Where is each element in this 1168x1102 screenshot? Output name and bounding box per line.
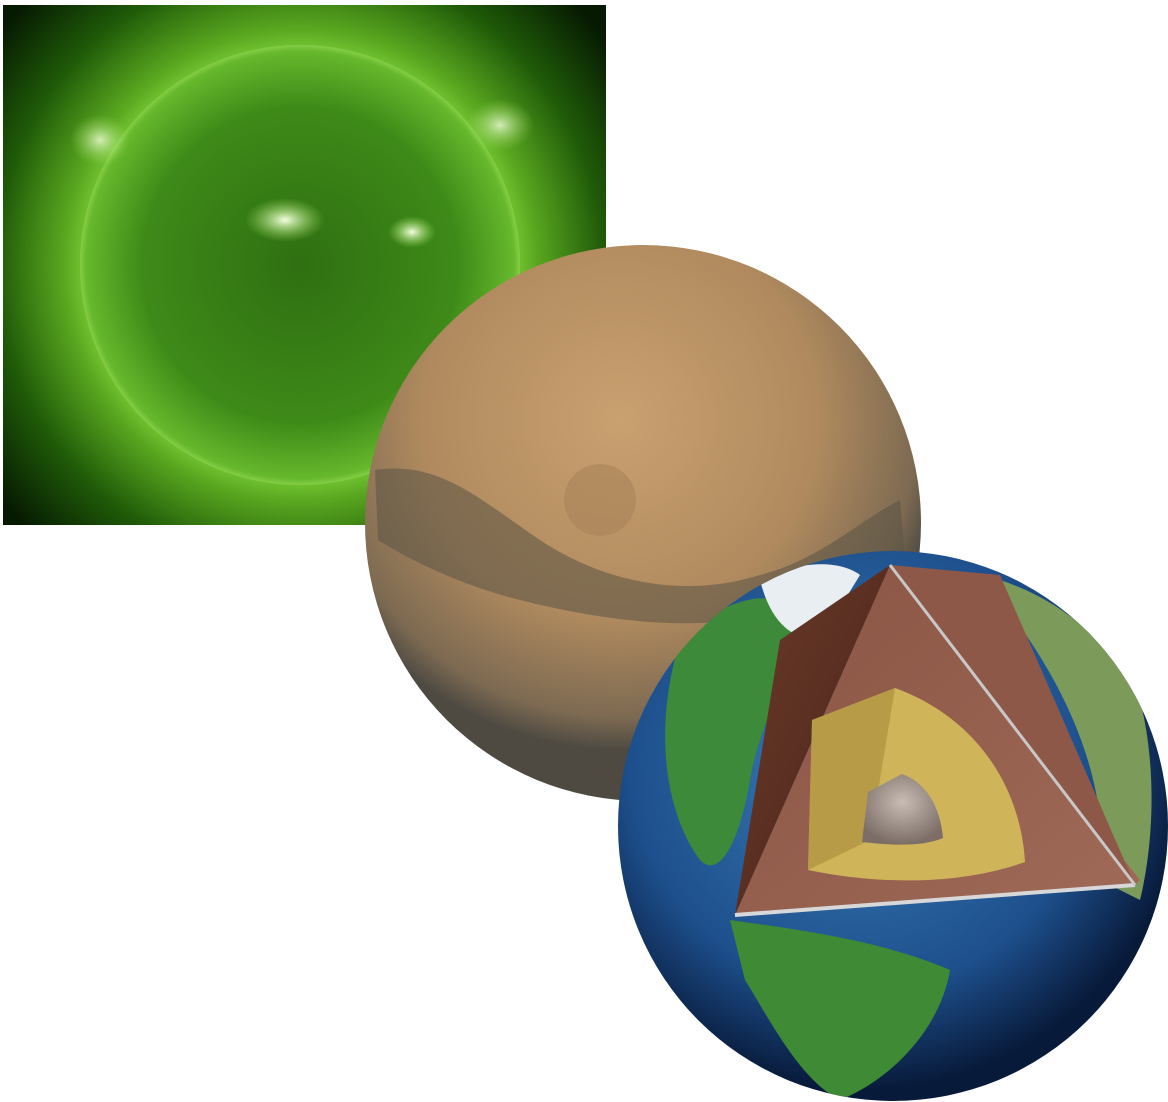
- cut-edge: [888, 564, 1137, 886]
- ice: [760, 564, 860, 640]
- sun-flare: [466, 99, 534, 151]
- sun-flare: [388, 216, 436, 248]
- mantle-shade: [808, 688, 895, 870]
- core: [862, 774, 943, 845]
- sun-flare: [245, 198, 325, 242]
- land: [730, 920, 950, 1100]
- land: [665, 598, 800, 866]
- sun-flare: [70, 114, 130, 166]
- mars-crater: [564, 464, 636, 536]
- cut-edge: [734, 883, 1136, 917]
- earth: [618, 551, 1168, 1101]
